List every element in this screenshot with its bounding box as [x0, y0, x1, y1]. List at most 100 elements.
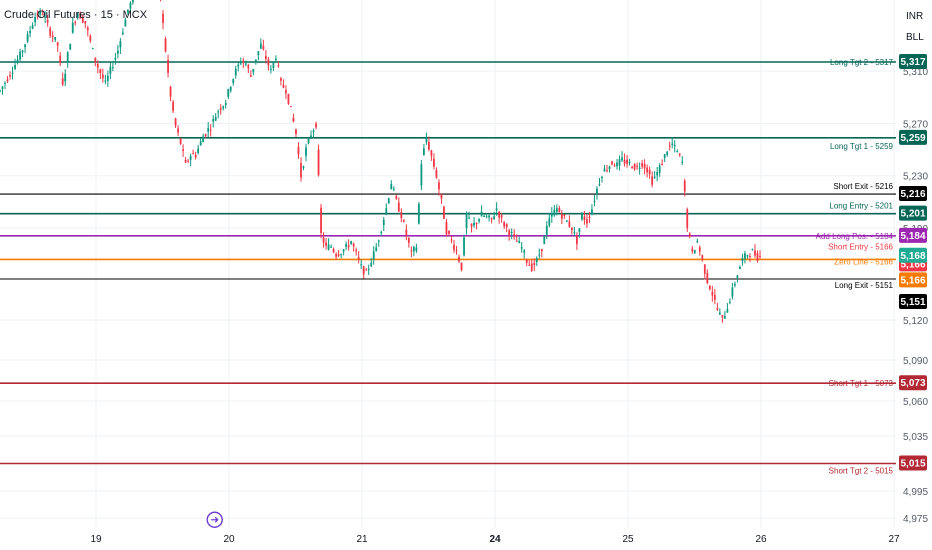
candle[interactable] [46, 19, 49, 23]
candle[interactable] [465, 213, 468, 229]
candle[interactable] [79, 12, 82, 19]
candle[interactable] [505, 224, 508, 228]
candle[interactable] [6, 79, 9, 82]
candle[interactable] [192, 153, 195, 155]
candle[interactable] [691, 248, 694, 252]
candle[interactable] [275, 58, 277, 61]
candle[interactable] [636, 165, 638, 167]
candle[interactable] [686, 209, 689, 229]
candle[interactable] [608, 166, 611, 170]
candle[interactable] [473, 223, 475, 226]
candle[interactable] [382, 219, 385, 226]
candle[interactable] [412, 246, 415, 252]
candle[interactable] [392, 188, 395, 190]
candle[interactable] [548, 218, 551, 226]
candle[interactable] [390, 184, 393, 190]
candle[interactable] [282, 84, 285, 88]
candle[interactable] [111, 67, 114, 69]
candle[interactable] [172, 102, 174, 111]
candle[interactable] [751, 249, 754, 251]
candle[interactable] [365, 269, 368, 271]
candle[interactable] [9, 74, 11, 77]
candle[interactable] [568, 221, 571, 227]
candle[interactable] [588, 217, 591, 219]
candle[interactable] [302, 166, 305, 169]
candle[interactable] [425, 137, 428, 143]
candle[interactable] [708, 285, 711, 290]
candle[interactable] [525, 259, 528, 263]
candle[interactable] [360, 264, 363, 266]
candle[interactable] [754, 250, 756, 256]
candle[interactable] [533, 263, 536, 266]
candle[interactable] [272, 62, 275, 69]
candle[interactable] [174, 118, 177, 126]
candle[interactable] [575, 235, 578, 245]
candle[interactable] [277, 65, 280, 67]
candle[interactable] [74, 22, 77, 24]
candle[interactable] [402, 220, 405, 222]
candle[interactable] [26, 34, 29, 42]
candle[interactable] [24, 44, 26, 48]
candle[interactable] [66, 52, 69, 63]
candle[interactable] [362, 266, 365, 275]
candle[interactable] [202, 136, 205, 143]
candle[interactable] [741, 257, 744, 262]
candle[interactable] [621, 157, 623, 161]
candle[interactable] [182, 149, 185, 151]
markers[interactable] [206, 511, 223, 528]
candle[interactable] [583, 216, 586, 221]
candle[interactable] [16, 59, 19, 63]
candle[interactable] [297, 146, 300, 155]
candle[interactable] [222, 106, 225, 109]
candle[interactable] [611, 161, 613, 165]
candle[interactable] [269, 68, 272, 70]
candle[interactable] [372, 251, 375, 260]
candle[interactable] [606, 170, 608, 172]
candle[interactable] [267, 59, 270, 66]
candle[interactable] [688, 233, 691, 237]
candle[interactable] [204, 134, 207, 137]
candle[interactable] [96, 63, 99, 68]
candle[interactable] [759, 255, 761, 257]
candle[interactable] [395, 196, 398, 199]
candle[interactable] [377, 240, 380, 242]
candle[interactable] [56, 42, 59, 46]
candle[interactable] [290, 106, 292, 108]
candle[interactable] [287, 93, 290, 104]
candle[interactable] [357, 257, 360, 259]
candle[interactable] [367, 268, 370, 270]
candle[interactable] [716, 308, 719, 310]
candle[interactable] [661, 163, 664, 166]
candle[interactable] [565, 220, 568, 222]
candle[interactable] [227, 89, 230, 97]
candle[interactable] [718, 312, 721, 315]
candle[interactable] [729, 301, 731, 303]
candle[interactable] [99, 69, 102, 74]
candle[interactable] [448, 230, 450, 234]
candle[interactable] [443, 206, 445, 219]
candle[interactable] [86, 27, 89, 31]
candle[interactable] [375, 247, 378, 252]
candle[interactable] [500, 215, 503, 218]
candle[interactable] [322, 237, 325, 243]
candle[interactable] [673, 144, 676, 147]
candle[interactable] [101, 74, 104, 79]
candle[interactable] [312, 130, 315, 132]
candle[interactable] [94, 57, 97, 63]
candle[interactable] [623, 159, 626, 164]
candle[interactable] [744, 253, 746, 259]
candle[interactable] [528, 264, 531, 266]
candle[interactable] [478, 219, 480, 222]
candle[interactable] [39, 10, 42, 15]
candle[interactable] [586, 219, 588, 224]
candle[interactable] [264, 55, 267, 59]
candle[interactable] [212, 118, 215, 122]
candle[interactable] [247, 65, 250, 69]
candle[interactable] [613, 165, 616, 167]
candle[interactable] [698, 247, 701, 252]
candle[interactable] [300, 162, 302, 178]
candle[interactable] [749, 256, 751, 258]
candle[interactable] [4, 82, 6, 84]
candle[interactable] [596, 188, 598, 195]
candle[interactable] [1, 86, 4, 89]
